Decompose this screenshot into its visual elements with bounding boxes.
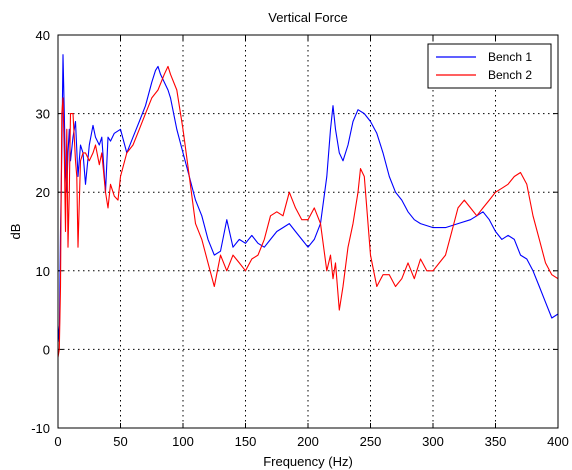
plot-frame bbox=[57, 34, 559, 429]
legend: Bench 1 Bench 2 bbox=[427, 43, 552, 89]
x-tick-label: 400 bbox=[547, 434, 569, 449]
x-axis-label: Frequency (Hz) bbox=[263, 454, 353, 469]
x-tick-label: 100 bbox=[172, 434, 194, 449]
grid-lines bbox=[58, 35, 558, 428]
x-tick-label: 300 bbox=[422, 434, 444, 449]
chart-title: Vertical Force bbox=[268, 10, 347, 25]
legend-label: Bench 1 bbox=[488, 50, 532, 64]
x-tick-label: 350 bbox=[485, 434, 507, 449]
x-tick-label: 250 bbox=[360, 434, 382, 449]
y-tick-label: 0 bbox=[43, 342, 50, 357]
y-tick-label: 40 bbox=[36, 28, 50, 43]
legend-label: Bench 2 bbox=[488, 68, 532, 82]
series-group bbox=[57, 54, 559, 358]
y-tick-label: -10 bbox=[31, 421, 50, 436]
x-tick-label: 0 bbox=[54, 434, 61, 449]
x-tick-label: 150 bbox=[235, 434, 257, 449]
x-tick-label: 200 bbox=[297, 434, 319, 449]
series-line-1 bbox=[57, 54, 559, 343]
x-tick-label: 50 bbox=[113, 434, 127, 449]
y-tick-label: 10 bbox=[36, 264, 50, 279]
y-axis-label: dB bbox=[8, 224, 23, 240]
y-tick-label: 20 bbox=[36, 185, 50, 200]
y-tick-label: 30 bbox=[36, 107, 50, 122]
series-line-2 bbox=[57, 65, 559, 358]
legend-box bbox=[427, 43, 552, 89]
